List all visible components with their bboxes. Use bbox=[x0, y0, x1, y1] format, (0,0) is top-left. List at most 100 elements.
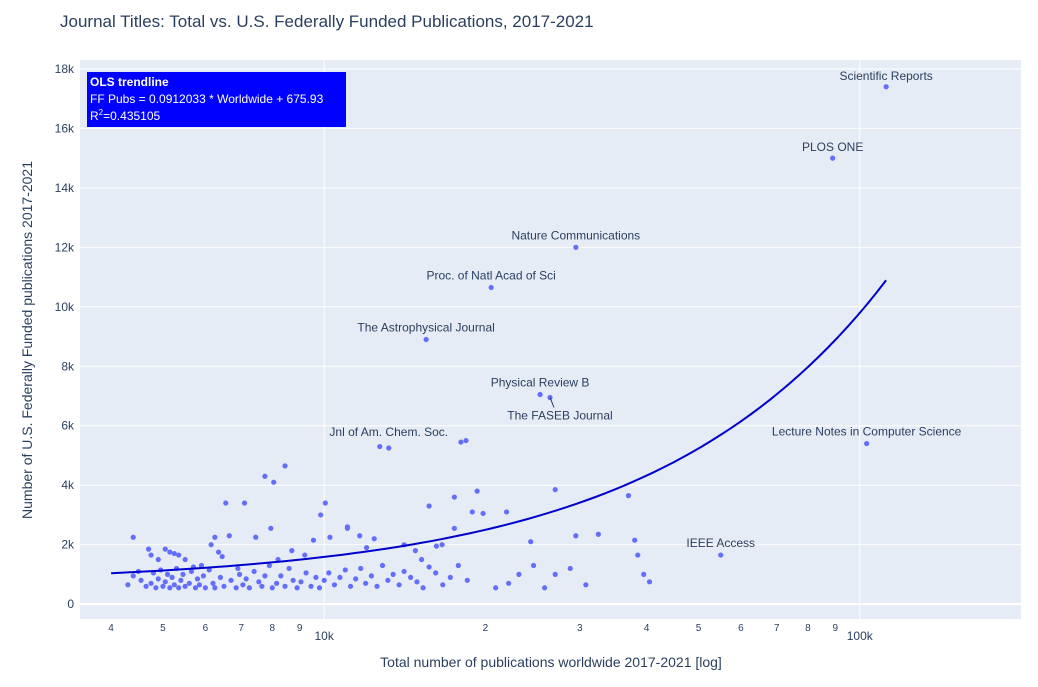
data-point bbox=[451, 494, 457, 500]
data-point bbox=[202, 585, 208, 591]
data-point bbox=[274, 580, 280, 586]
data-point bbox=[567, 565, 573, 572]
data-point bbox=[246, 585, 252, 591]
data-point bbox=[130, 573, 136, 579]
grid bbox=[80, 60, 1021, 619]
point-annotations: Scientific Reports PLOS ONE Nature Communi… bbox=[329, 69, 961, 550]
data-point bbox=[138, 577, 144, 583]
x-tick-label: 100k bbox=[847, 629, 874, 643]
labeled-data-point bbox=[573, 244, 579, 250]
trendline-legend-box: OLS trendline FF Pubs = 0.0912033 * Worl… bbox=[87, 72, 346, 127]
data-point bbox=[228, 577, 234, 583]
data-point bbox=[162, 579, 168, 585]
data-point bbox=[194, 576, 201, 582]
data-point bbox=[148, 580, 154, 586]
data-point bbox=[455, 562, 461, 569]
data-point bbox=[310, 537, 317, 543]
data-point bbox=[268, 525, 274, 531]
point-annotation: Proc. of Natl Acad of Sci bbox=[426, 268, 555, 282]
labeled-data-point bbox=[830, 155, 836, 161]
y-tick-label: 10k bbox=[55, 300, 75, 314]
point-annotation: Nature Communications bbox=[511, 228, 640, 242]
y-tick-label: 0 bbox=[67, 597, 74, 611]
data-point bbox=[363, 580, 369, 586]
data-point bbox=[552, 571, 558, 577]
data-point bbox=[344, 525, 351, 531]
data-point bbox=[182, 583, 188, 589]
data-point bbox=[363, 545, 370, 551]
point-annotation: Jnl of Am. Chem. Soc. bbox=[329, 425, 448, 439]
data-point bbox=[176, 585, 182, 591]
data-point bbox=[318, 512, 324, 518]
data-point bbox=[212, 534, 218, 540]
r2-value: =0.435105 bbox=[103, 109, 160, 123]
data-point bbox=[347, 583, 354, 589]
data-point bbox=[385, 577, 391, 583]
labeled-data-point bbox=[386, 445, 392, 451]
data-point bbox=[368, 573, 374, 579]
data-point bbox=[171, 582, 177, 588]
data-point bbox=[251, 568, 257, 575]
data-point bbox=[316, 585, 323, 591]
data-point bbox=[379, 562, 386, 569]
data-point bbox=[294, 585, 300, 591]
trendline-r2: R2=0.435105 bbox=[90, 108, 161, 123]
y-tick-label: 4k bbox=[61, 478, 75, 492]
point-annotation: Lecture Notes in Computer Science bbox=[772, 425, 962, 439]
data-point bbox=[215, 549, 222, 555]
data-point bbox=[396, 582, 402, 588]
data-point bbox=[167, 549, 173, 555]
plot-background bbox=[80, 60, 1021, 619]
data-point bbox=[374, 583, 380, 589]
data-point bbox=[206, 567, 212, 573]
x-axis-title: Total number of publications worldwide 2… bbox=[380, 654, 722, 670]
x-minor-tick-label: 4 bbox=[108, 623, 114, 634]
data-point bbox=[266, 562, 272, 569]
data-point bbox=[358, 565, 364, 572]
data-point bbox=[357, 533, 363, 539]
data-point bbox=[256, 579, 262, 585]
data-point bbox=[226, 533, 232, 539]
ols-trendline bbox=[111, 279, 887, 575]
data-point bbox=[236, 571, 243, 577]
data-point bbox=[269, 585, 275, 591]
labeled-data-point bbox=[423, 336, 429, 343]
x-minor-tick-label: 9 bbox=[832, 623, 838, 634]
data-point bbox=[262, 473, 268, 479]
x-minor-tick-label: 8 bbox=[270, 623, 276, 634]
labeled-data-point bbox=[718, 552, 724, 558]
data-point bbox=[155, 576, 161, 582]
data-point bbox=[414, 579, 420, 585]
y-tick-label: 8k bbox=[61, 359, 75, 373]
x-minor-tick-label: 7 bbox=[238, 623, 244, 634]
trendline-equation: FF Pubs = 0.0912033 * Worldwide + 675.93 bbox=[90, 92, 324, 106]
data-point bbox=[298, 579, 304, 585]
data-point bbox=[506, 580, 512, 586]
labeled-data-point bbox=[488, 284, 494, 291]
data-point bbox=[433, 570, 439, 576]
data-point bbox=[327, 534, 333, 540]
data-point bbox=[463, 437, 469, 444]
data-point bbox=[282, 583, 288, 589]
data-point bbox=[217, 574, 223, 580]
data-point bbox=[474, 488, 480, 494]
data-point bbox=[321, 577, 327, 583]
data-points bbox=[125, 84, 889, 591]
y-tick-label: 14k bbox=[55, 181, 75, 195]
data-point bbox=[326, 570, 332, 576]
data-point bbox=[143, 583, 149, 589]
data-point bbox=[169, 574, 175, 580]
data-point bbox=[322, 500, 328, 506]
r2-sup: 2 bbox=[99, 108, 104, 117]
data-point bbox=[241, 500, 248, 506]
x-minor-tick-label: 4 bbox=[644, 623, 650, 634]
data-point bbox=[178, 577, 184, 583]
data-point bbox=[125, 582, 131, 588]
data-point bbox=[583, 582, 589, 588]
data-point bbox=[219, 553, 225, 560]
annotation-arrow bbox=[549, 397, 555, 408]
data-point bbox=[302, 552, 308, 558]
data-point bbox=[278, 573, 284, 579]
data-point bbox=[210, 580, 216, 586]
